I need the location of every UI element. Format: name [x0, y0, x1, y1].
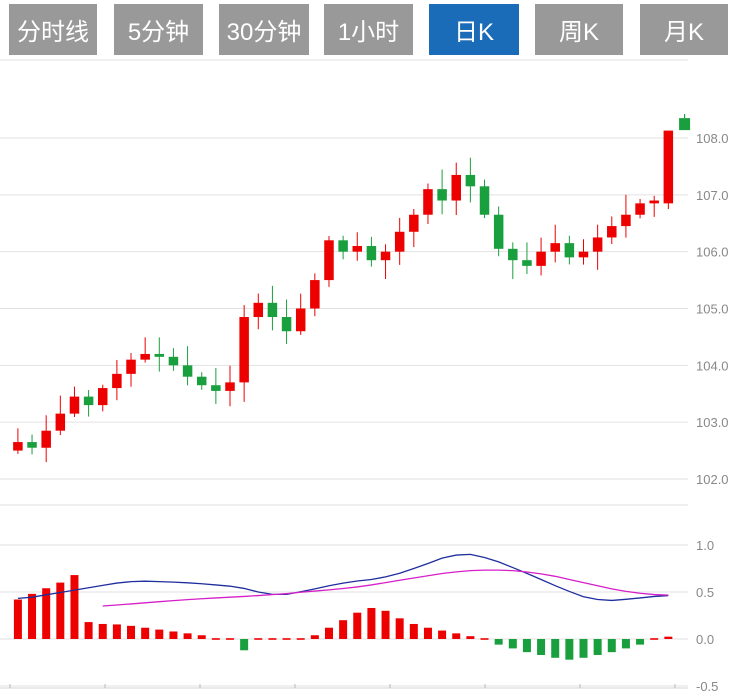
- svg-text:107.0: 107.0: [696, 188, 729, 203]
- svg-text:1.0: 1.0: [696, 538, 714, 553]
- svg-text:-0.5: -0.5: [696, 679, 718, 691]
- svg-text:104.0: 104.0: [696, 358, 729, 373]
- svg-text:103.0: 103.0: [696, 415, 729, 430]
- svg-text:0.0: 0.0: [696, 632, 714, 647]
- svg-text:106.0: 106.0: [696, 245, 729, 260]
- svg-text:102.0: 102.0: [696, 472, 729, 487]
- svg-text:0.5: 0.5: [696, 585, 714, 600]
- svg-text:105.0: 105.0: [696, 302, 729, 317]
- svg-text:108.0: 108.0: [696, 131, 729, 146]
